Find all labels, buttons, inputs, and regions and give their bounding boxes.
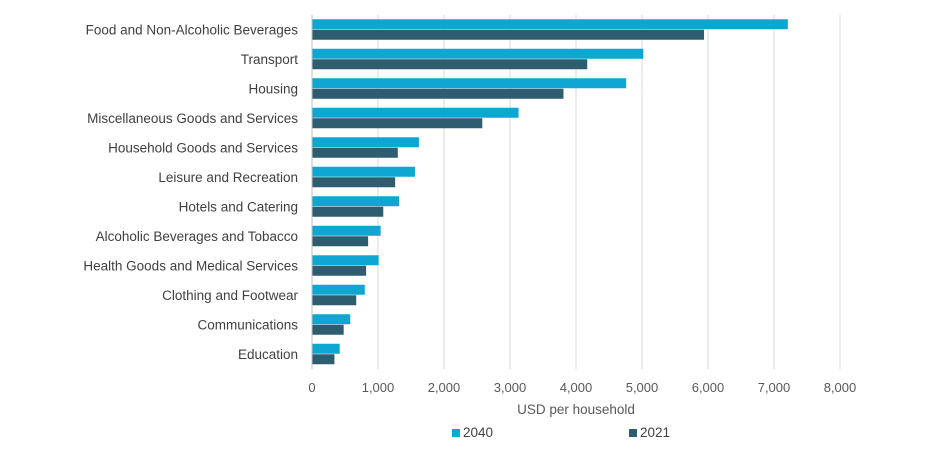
legend-swatch-2040 — [452, 429, 460, 437]
bar-2040 — [312, 107, 519, 118]
category-label: Alcoholic Beverages and Tobacco — [96, 229, 298, 244]
bar-2021 — [312, 354, 335, 365]
x-tick-label: 6,000 — [692, 380, 725, 395]
bar-2021 — [312, 265, 367, 276]
category-label: Health Goods and Medical Services — [83, 258, 298, 273]
gridlines — [377, 15, 841, 369]
category-label: Miscellaneous Goods and Services — [87, 111, 298, 126]
category-label: Communications — [197, 317, 298, 332]
bar-2040 — [312, 19, 788, 30]
bar-2040 — [312, 196, 400, 207]
bar-2021 — [312, 29, 705, 40]
category-label: Transport — [241, 52, 299, 67]
legend-label: 2040 — [463, 425, 493, 440]
bar-2040 — [312, 137, 419, 148]
bar-2021 — [312, 206, 384, 217]
bar-2040 — [312, 48, 644, 59]
bar-2040 — [312, 225, 381, 236]
category-label: Housing — [248, 81, 298, 96]
x-tick-label: 5,000 — [626, 380, 659, 395]
bar-2021 — [312, 177, 396, 188]
x-tick-label: 0 — [308, 380, 315, 395]
bar-2021 — [312, 88, 564, 99]
legend: 2040 2021 — [452, 425, 670, 440]
category-label: Education — [238, 347, 298, 362]
x-tick-label: 2,000 — [428, 380, 461, 395]
legend-label: 2021 — [640, 425, 670, 440]
bar-2040 — [312, 314, 351, 325]
bar-2040 — [312, 255, 379, 266]
category-label: Household Goods and Services — [108, 140, 298, 155]
category-label: Food and Non-Alcoholic Beverages — [86, 22, 299, 37]
legend-swatch-2021 — [629, 429, 637, 437]
x-tick-label: 1,000 — [362, 380, 395, 395]
x-tick-label: 4,000 — [560, 380, 593, 395]
x-axis-title: USD per household — [517, 402, 635, 417]
bar-2040 — [312, 166, 415, 177]
bar-2021 — [312, 59, 588, 70]
bar-2021 — [312, 295, 357, 306]
bar-2021 — [312, 147, 398, 158]
category-label: Clothing and Footwear — [162, 288, 298, 303]
category-label: Hotels and Catering — [179, 199, 298, 214]
bar-2040 — [312, 343, 340, 354]
bar-2040 — [312, 78, 627, 89]
bar-2040 — [312, 284, 365, 295]
bar-2021 — [312, 324, 344, 335]
x-tick-labels: 0 1,000 2,000 3,000 4,000 5,000 6,000 7,000 8,00… — [308, 380, 856, 395]
bar-2021 — [312, 236, 369, 247]
category-labels: Food and Non-Alcoholic Beverages Transpor… — [83, 22, 298, 362]
category-label: Leisure and Recreation — [158, 170, 298, 185]
x-tick-label: 8,000 — [824, 380, 857, 395]
x-tick-label: 3,000 — [494, 380, 527, 395]
bar-2021 — [312, 118, 483, 129]
x-tick-label: 7,000 — [758, 380, 791, 395]
bars — [312, 19, 788, 365]
